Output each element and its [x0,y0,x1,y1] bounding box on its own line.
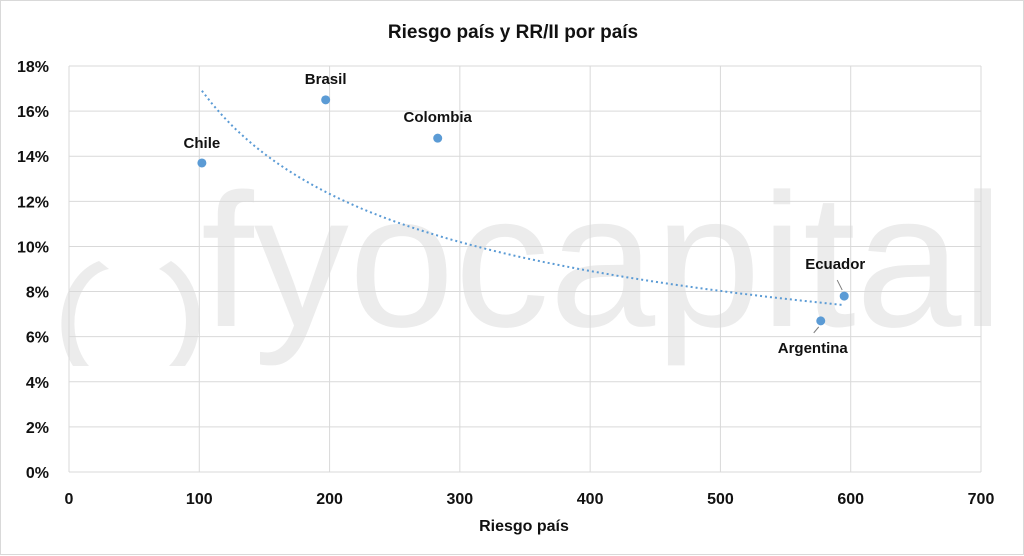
watermark: fyocapital [61,155,1004,367]
fyo-logo-icon-right [159,261,200,366]
x-tick-label: 100 [186,491,213,508]
data-point-label: Chile [184,135,221,152]
y-tick-label: 10% [17,239,49,256]
x-tick-label: 700 [968,491,995,508]
x-tick-label: 600 [837,491,864,508]
y-tick-label: 0% [26,465,49,482]
y-tick-label: 18% [17,59,49,76]
chart-title: Riesgo país y RR/II por país [388,22,638,43]
y-axis-ticks: 0% 2% 4% 6% 8% 10% 12% 14% 16% 18% [17,59,49,482]
y-tick-label: 12% [17,194,49,211]
watermark-text: fyocapital [201,155,1004,367]
y-tick-label: 6% [26,330,49,347]
data-point-label: Brasil [305,71,347,88]
data-points: Chile Brasil Colombia Argentina Ecuador [184,71,866,357]
y-tick-label: 2% [26,420,49,437]
data-point [816,316,826,326]
data-point [433,133,443,143]
data-point [197,158,207,168]
y-tick-label: 16% [17,104,49,121]
data-point [839,291,849,301]
fyo-logo-icon [61,261,109,366]
x-axis-ticks: 0 100 200 300 400 500 600 700 [65,491,995,508]
y-tick-label: 14% [17,149,49,166]
y-tick-label: 4% [26,375,49,392]
x-tick-label: 200 [316,491,343,508]
y-tick-label: 8% [26,285,49,302]
data-point-label: Ecuador [805,256,865,273]
label-leader-line [813,326,820,334]
label-leader-line [836,279,843,291]
gridlines [68,65,982,472]
x-tick-label: 400 [577,491,604,508]
trendline [201,90,845,307]
x-tick-label: 300 [447,491,474,508]
data-point-label: Argentina [778,340,849,357]
data-point-label: Colombia [404,109,473,126]
data-point [321,95,331,105]
x-axis-title: Riesgo país [479,518,569,535]
x-tick-label: 0 [65,491,74,508]
x-tick-label: 500 [707,491,734,508]
